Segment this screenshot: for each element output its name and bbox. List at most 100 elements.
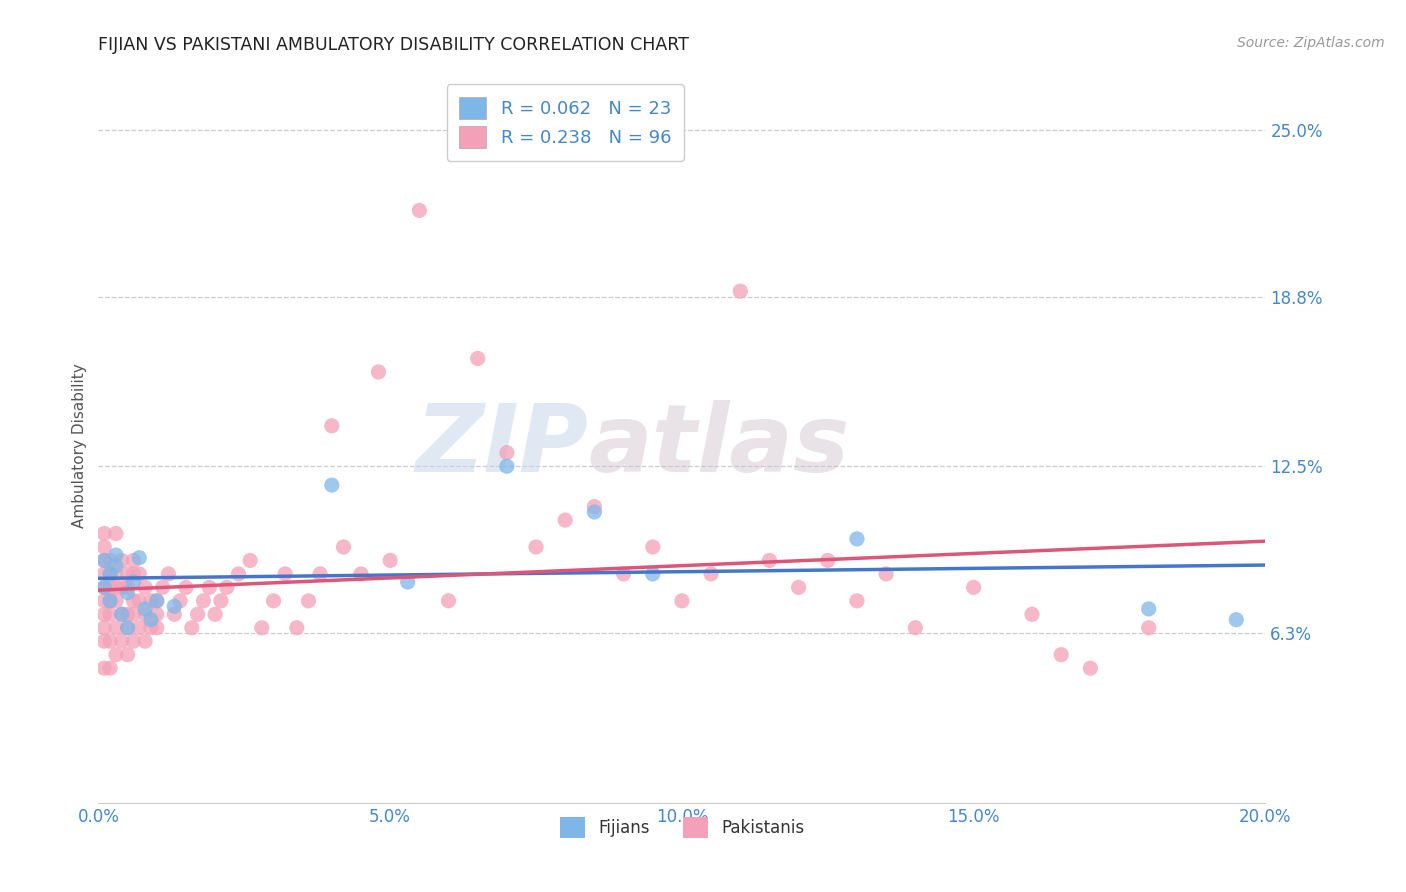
Point (93, 634, 115, 648)
Y-axis label: Ambulatory Disability: Ambulatory Disability (72, 364, 87, 528)
Point (1050, 648, 1073, 662)
Legend: Fijians, Pakistanis: Fijians, Pakistanis (553, 811, 811, 845)
Point (367, 365, 389, 379)
Point (93, 607, 115, 622)
Point (787, 580, 810, 594)
Point (467, 351, 489, 366)
Point (128, 550, 150, 565)
Point (146, 594, 169, 608)
Point (93, 594, 115, 608)
Point (117, 621, 139, 635)
Point (250, 621, 273, 635)
Point (93, 580, 115, 594)
Point (134, 602, 156, 616)
Point (583, 500, 606, 514)
Point (111, 634, 134, 648)
Point (700, 566, 723, 581)
Point (98, 607, 121, 622)
Point (111, 607, 134, 622)
Point (134, 580, 156, 594)
Point (98, 661, 121, 675)
Point (117, 586, 139, 600)
Point (117, 621, 139, 635)
Point (380, 553, 402, 567)
Point (146, 594, 169, 608)
Point (496, 446, 519, 460)
Point (122, 553, 145, 567)
Point (962, 580, 984, 594)
Text: Source: ZipAtlas.com: Source: ZipAtlas.com (1237, 36, 1385, 50)
Point (239, 553, 262, 567)
Point (104, 621, 127, 635)
Point (163, 599, 186, 614)
Point (117, 648, 139, 662)
Point (204, 607, 226, 622)
Point (139, 621, 162, 635)
Point (146, 621, 169, 635)
Point (332, 540, 354, 554)
Point (111, 553, 134, 567)
Point (117, 607, 139, 622)
Point (174, 580, 197, 594)
Point (122, 566, 145, 581)
Point (274, 566, 297, 581)
Point (875, 566, 897, 581)
Point (134, 607, 156, 622)
Point (98, 566, 121, 581)
Point (1080, 661, 1102, 675)
Point (104, 594, 127, 608)
Point (1225, 613, 1247, 627)
Point (93, 540, 115, 554)
Point (408, 203, 430, 218)
Point (104, 648, 127, 662)
Point (309, 566, 332, 581)
Point (128, 566, 150, 581)
Point (583, 505, 606, 519)
Point (209, 594, 232, 608)
Point (524, 540, 547, 554)
Point (169, 594, 191, 608)
Point (152, 580, 174, 594)
Text: FIJIAN VS PAKISTANI AMBULATORY DISABILITY CORRELATION CHART: FIJIAN VS PAKISTANI AMBULATORY DISABILIT… (98, 36, 689, 54)
Point (146, 607, 169, 622)
Point (612, 566, 634, 581)
Point (122, 607, 145, 622)
Point (93, 553, 115, 567)
Point (104, 526, 127, 541)
Text: ZIP: ZIP (416, 400, 589, 492)
Point (122, 634, 145, 648)
Point (321, 418, 343, 433)
Point (846, 532, 869, 546)
Point (817, 553, 839, 567)
Point (187, 607, 209, 622)
Point (139, 613, 162, 627)
Point (104, 566, 127, 581)
Point (193, 594, 215, 608)
Point (641, 540, 664, 554)
Point (93, 621, 115, 635)
Point (228, 566, 250, 581)
Point (98, 594, 121, 608)
Point (93, 526, 115, 541)
Point (98, 580, 121, 594)
Point (904, 621, 927, 635)
Point (111, 607, 134, 622)
Point (134, 634, 156, 648)
Point (1137, 602, 1160, 616)
Point (98, 634, 121, 648)
Point (396, 574, 419, 589)
Point (117, 580, 139, 594)
Point (671, 594, 693, 608)
Point (321, 478, 343, 492)
Point (730, 284, 752, 298)
Point (111, 580, 134, 594)
Point (641, 566, 664, 581)
Point (93, 566, 115, 581)
Point (297, 594, 319, 608)
Point (117, 566, 139, 581)
Point (93, 580, 115, 594)
Point (104, 580, 127, 594)
Point (122, 574, 145, 589)
Point (180, 621, 202, 635)
Point (128, 594, 150, 608)
